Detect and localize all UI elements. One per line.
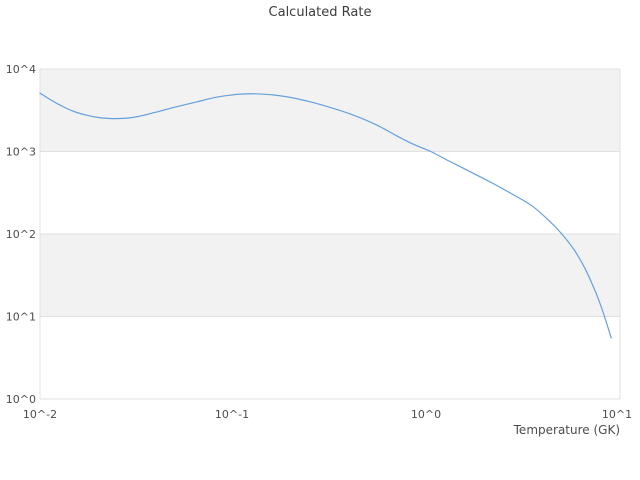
y-tick-label-10e3: 10^3 bbox=[6, 146, 36, 159]
x-tick-label-10e-2: 10^-2 bbox=[23, 408, 57, 421]
log-band-10e3-10e4 bbox=[40, 69, 620, 152]
x-tick-label-10e1: 10^1 bbox=[602, 408, 632, 421]
y-tick-label-10e2: 10^2 bbox=[6, 228, 36, 241]
y-tick-label-10e0: 10^0 bbox=[6, 393, 36, 406]
log-band-10e1-10e2 bbox=[40, 234, 620, 317]
chart-title: Calculated Rate bbox=[269, 5, 372, 20]
x-axis-title: Temperature (GK) bbox=[513, 423, 620, 437]
x-tick-label-10e0: 10^0 bbox=[411, 408, 441, 421]
x-tick-label-10e-1: 10^-1 bbox=[215, 408, 249, 421]
rate-curve bbox=[39, 92, 612, 339]
y-tick-label-10e4: 10^4 bbox=[6, 63, 36, 76]
y-tick-label-10e1: 10^1 bbox=[6, 311, 36, 324]
